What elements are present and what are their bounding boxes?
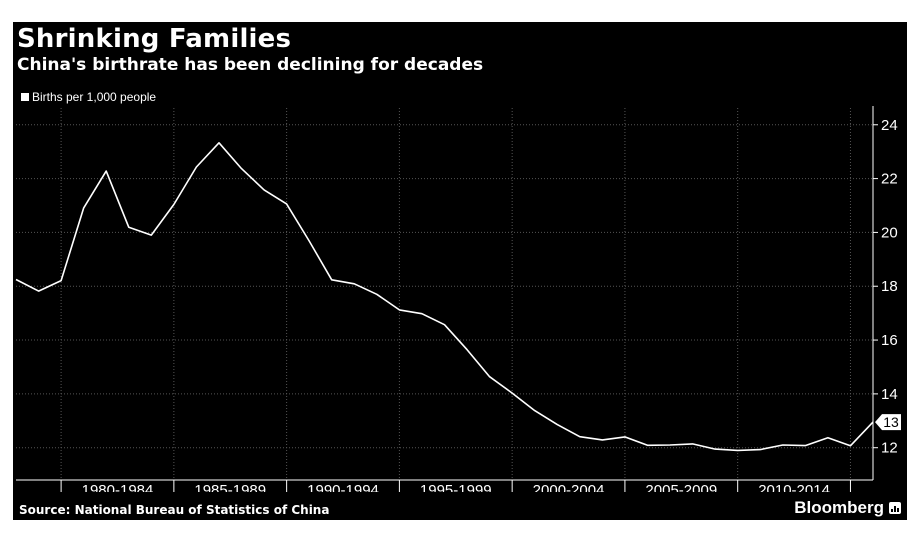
x-tick-label: 1985-1989 (194, 482, 266, 492)
brand-name: Bloomberg (794, 498, 884, 517)
data-point (601, 439, 603, 441)
bar-chart-icon (889, 502, 901, 514)
data-point (759, 448, 761, 450)
data-point (737, 449, 739, 451)
data-point (556, 423, 558, 425)
y-tick-label: 24 (881, 117, 898, 134)
legend-label: Births per 1,000 people (32, 90, 157, 104)
data-point (782, 444, 784, 446)
data-point (150, 234, 152, 236)
x-tick-label: 2010-2014 (758, 482, 830, 492)
data-point (669, 444, 671, 446)
data-point (263, 189, 265, 191)
data-point (511, 392, 513, 394)
data-point (60, 279, 62, 281)
data-point (15, 278, 17, 280)
y-tick-label: 20 (881, 224, 898, 241)
x-tick-label: 1980-1984 (82, 482, 154, 492)
data-point (579, 436, 581, 438)
legend: Births per 1,000 people (21, 90, 156, 104)
data-point (105, 170, 107, 172)
x-tick-label: 2000-2004 (533, 482, 605, 492)
data-point (624, 436, 626, 438)
data-point (849, 445, 851, 447)
chart-panel: Shrinking Families China's birthrate has… (13, 22, 907, 520)
data-point (285, 203, 287, 205)
data-point (804, 444, 806, 446)
data-point (827, 437, 829, 439)
line-chart: 12 14 16 18 20 22 24 1980-1984 1985-1989 1990-199… (15, 106, 901, 492)
data-point (421, 313, 423, 315)
data-point (691, 443, 693, 445)
data-point (714, 448, 716, 450)
last-value-label: 13 (883, 414, 899, 430)
data-point (240, 167, 242, 169)
data-point (83, 207, 85, 209)
data-point (218, 142, 220, 144)
data-point (398, 309, 400, 311)
legend-swatch (21, 93, 29, 101)
y-tick-label: 12 (881, 440, 898, 457)
data-point (466, 349, 468, 351)
data-point (331, 279, 333, 281)
data-point (646, 444, 648, 446)
y-tick-label: 14 (881, 386, 898, 403)
data-point (308, 240, 310, 242)
x-tick-label: 2005-2009 (645, 482, 717, 492)
data-point (872, 421, 874, 423)
data-point (488, 376, 490, 378)
series-line (15, 142, 874, 452)
data-point (376, 293, 378, 295)
x-tick-label: 1995-1999 (420, 482, 492, 492)
data-point (128, 226, 130, 228)
chart-subtitle: China's birthrate has been declining for… (17, 55, 484, 75)
data-point (443, 324, 445, 326)
data-point (195, 166, 197, 168)
brand-logo: Bloomberg (794, 498, 901, 518)
y-tick-label: 16 (881, 332, 898, 349)
last-value-flag (875, 414, 901, 431)
x-tick-label: 1990-1994 (307, 482, 379, 492)
data-point (534, 409, 536, 411)
data-point (37, 290, 39, 292)
y-tick-label: 18 (881, 278, 898, 295)
data-point (353, 283, 355, 285)
y-tick-label: 22 (881, 171, 898, 188)
source-note: Source: National Bureau of Statistics of… (19, 503, 330, 517)
chart-title: Shrinking Families (17, 24, 292, 54)
data-point (173, 203, 175, 205)
